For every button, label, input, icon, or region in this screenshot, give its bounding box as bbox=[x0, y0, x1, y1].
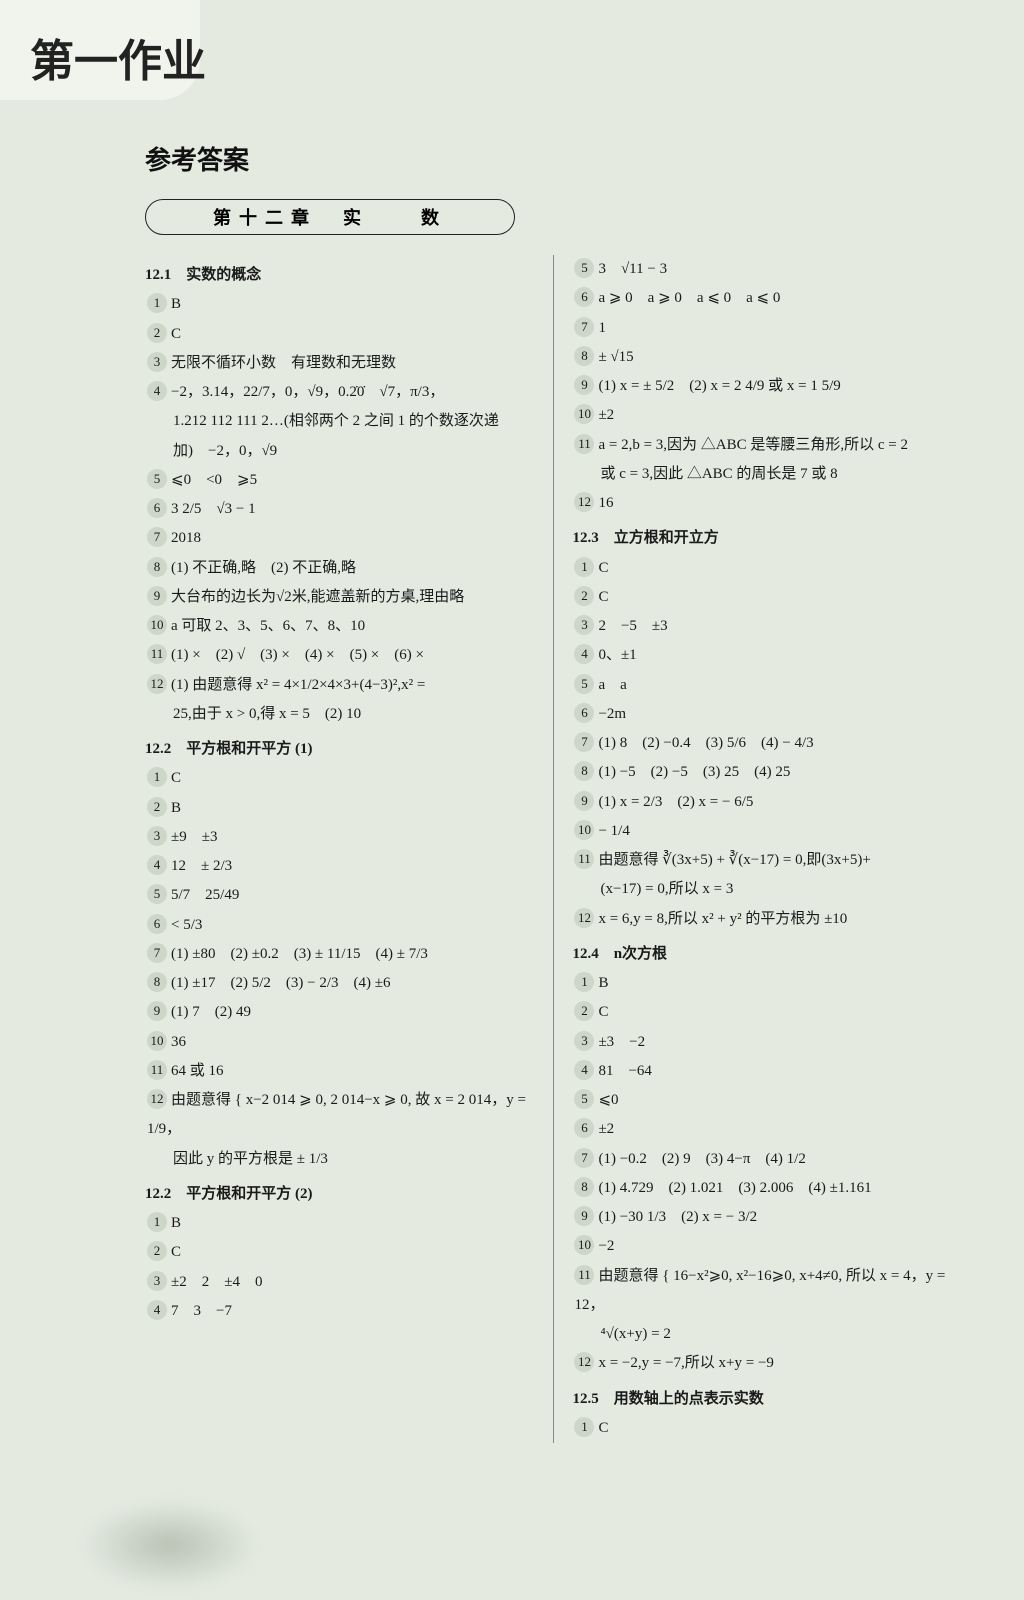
answer-text: (1) 不正确,略 (2) 不正确,略 bbox=[171, 560, 356, 576]
main-heading: 参考答案 bbox=[145, 140, 964, 177]
answer-text: − 1/4 bbox=[598, 823, 629, 839]
answer-text: C bbox=[171, 1244, 181, 1260]
answer-text: ±2 bbox=[598, 1121, 614, 1137]
answer-text: a a bbox=[598, 677, 626, 693]
answer-text: (1) ±17 (2) 5/2 (3) − 2/3 (4) ±6 bbox=[171, 975, 390, 991]
answer-text: −2 bbox=[598, 1238, 614, 1254]
answer-text: (1) x = 2/3 (2) x = − 6/5 bbox=[598, 794, 753, 810]
answer-text: ±2 bbox=[598, 407, 614, 423]
answer-text: (1) ±80 (2) ±0.2 (3) ± 11/15 (4) ± 7/3 bbox=[171, 946, 428, 962]
chapter-title: 第十二章 实 数 bbox=[145, 199, 515, 235]
answer-text: 2018 bbox=[171, 530, 201, 546]
answer-text: (1) −5 (2) −5 (3) 25 (4) 25 bbox=[598, 764, 790, 780]
book-title: 第一作业 bbox=[30, 25, 206, 89]
answer-text: a = 2,b = 3,因为 △ABC 是等腰三角形,所以 c = 2 bbox=[598, 437, 908, 453]
section-heading: 12.1 实数的概念 bbox=[145, 261, 545, 290]
ink-smudge bbox=[80, 1500, 260, 1590]
answer-text: (1) × (2) √ (3) × (4) × (5) × (6) × bbox=[171, 647, 424, 663]
answer-text: a 可取 2、3、5、6、7、8、10 bbox=[171, 618, 365, 634]
answer-text: (1) x = ± 5/2 (2) x = 2 4/9 或 x = 1 5/9 bbox=[598, 378, 840, 394]
answer-text: B bbox=[171, 1215, 181, 1231]
answer-text: B bbox=[171, 800, 181, 816]
section-heading: 12.2 平方根和开平方 (2) bbox=[145, 1180, 545, 1209]
answer-text: B bbox=[598, 975, 608, 991]
answer-text: C bbox=[598, 1004, 608, 1020]
answer-text: C bbox=[598, 1420, 608, 1436]
answer-text: −2，3.14，22/7，0，√9，0.2̇0̇ √7，π/3， bbox=[171, 384, 444, 400]
page-content: 参考答案 第十二章 实 数 12.1 实数的概念 1B 2C 3无限不循环小数 … bbox=[145, 140, 964, 1570]
answer-text: x = −2,y = −7,所以 x+y = −9 bbox=[598, 1355, 773, 1371]
answer-text: 36 bbox=[171, 1034, 186, 1050]
answer-text: 由题意得 { 16−x²⩾0, x²−16⩾0, x+4≠0, 所以 x = 4… bbox=[574, 1268, 945, 1313]
answer-text: 加) −2，0，√9 bbox=[145, 437, 545, 466]
answer-text: 由题意得 ∛(3x+5) + ∛(x−17) = 0,即(3x+5)+ bbox=[598, 852, 870, 868]
answer-text: 由题意得 { x−2 014 ⩾ 0, 2 014−x ⩾ 0, 故 x = 2… bbox=[147, 1092, 526, 1137]
answer-text: x = 6,y = 8,所以 x² + y² 的平方根为 ±10 bbox=[598, 911, 847, 927]
answer-text: 大台布的边长为√2米,能遮盖新的方桌,理由略 bbox=[171, 589, 464, 605]
answer-text: 0、±1 bbox=[598, 647, 636, 663]
answer-text: 81 −64 bbox=[598, 1063, 651, 1079]
answer-text: 3 √11 − 3 bbox=[598, 261, 667, 277]
answer-text: (1) 4.729 (2) 1.021 (3) 2.006 (4) ±1.161 bbox=[598, 1180, 871, 1196]
answer-text: 16 bbox=[598, 495, 613, 511]
answer-text: C bbox=[598, 560, 608, 576]
answer-text: −2m bbox=[598, 706, 626, 722]
answer-text: 1 bbox=[598, 320, 606, 336]
answer-text: 25,由于 x > 0,得 x = 5 (2) 10 bbox=[145, 700, 545, 729]
answer-text: C bbox=[171, 770, 181, 786]
answer-text: ⩽0 bbox=[598, 1092, 618, 1108]
answer-text: (1) 8 (2) −0.4 (3) 5/6 (4) − 4/3 bbox=[598, 735, 813, 751]
answer-text: 5/7 25/49 bbox=[171, 887, 239, 903]
answer-text: C bbox=[598, 589, 608, 605]
answer-text: (x−17) = 0,所以 x = 3 bbox=[572, 875, 964, 904]
answer-text: 或 c = 3,因此 △ABC 的周长是 7 或 8 bbox=[572, 460, 964, 489]
section-heading: 12.4 n次方根 bbox=[572, 940, 964, 969]
answer-text: 无限不循环小数 有理数和无理数 bbox=[171, 355, 396, 371]
section-heading: 12.5 用数轴上的点表示实数 bbox=[572, 1385, 964, 1414]
answer-text: ±9 ±3 bbox=[171, 829, 217, 845]
answer-text: 因此 y 的平方根是 ± 1/3 bbox=[145, 1145, 545, 1174]
answer-text: (1) 由题意得 x² = 4×1/2×4×3+(4−3)²,x² = bbox=[171, 677, 425, 693]
left-column: 12.1 实数的概念 1B 2C 3无限不循环小数 有理数和无理数 4−2，3.… bbox=[145, 255, 545, 1443]
answer-text: 1.212 112 111 2…(相邻两个 2 之间 1 的个数逐次递 bbox=[145, 407, 545, 436]
answer-text: C bbox=[171, 326, 181, 342]
answer-text: B bbox=[171, 296, 181, 312]
answer-text: < 5/3 bbox=[171, 917, 202, 933]
answer-text: a ⩾ 0 a ⩾ 0 a ⩽ 0 a ⩽ 0 bbox=[598, 290, 780, 306]
answer-text: ±2 2 ±4 0 bbox=[171, 1274, 262, 1290]
section-heading: 12.2 平方根和开平方 (1) bbox=[145, 735, 545, 764]
section-heading: 12.3 立方根和开立方 bbox=[572, 524, 964, 553]
answer-text: (1) 7 (2) 49 bbox=[171, 1004, 251, 1020]
answer-text: 64 或 16 bbox=[171, 1063, 224, 1079]
answer-text: ±3 −2 bbox=[598, 1034, 645, 1050]
right-column: 53 √11 − 3 6a ⩾ 0 a ⩾ 0 a ⩽ 0 a ⩽ 0 71 8… bbox=[553, 255, 964, 1443]
answer-text: (1) −30 1/3 (2) x = − 3/2 bbox=[598, 1209, 757, 1225]
answer-text: 3 2/5 √3 − 1 bbox=[171, 501, 256, 517]
answer-text: ± √15 bbox=[598, 349, 633, 365]
answer-text: 2 −5 ±3 bbox=[598, 618, 667, 634]
answer-text: ⩽0 <0 ⩾5 bbox=[171, 472, 257, 488]
answer-text: (1) −0.2 (2) 9 (3) 4−π (4) 1/2 bbox=[598, 1151, 805, 1167]
answer-text: ⁴√(x+y) = 2 bbox=[572, 1320, 964, 1349]
answer-text: 7 3 −7 bbox=[171, 1303, 232, 1319]
answer-text: 12 ± 2/3 bbox=[171, 858, 232, 874]
